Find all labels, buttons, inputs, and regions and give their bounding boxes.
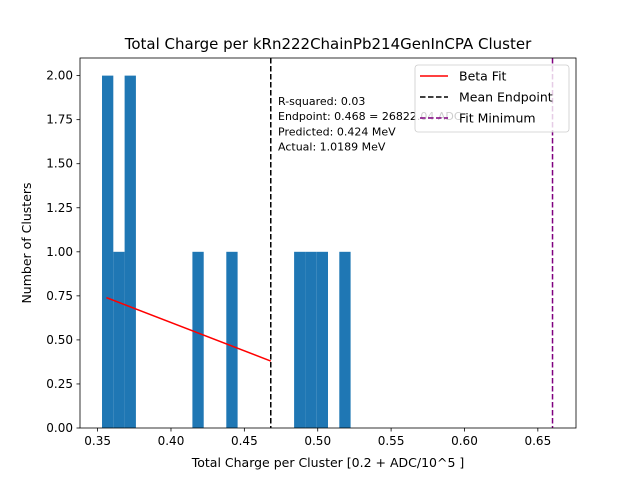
overlay-lines xyxy=(106,58,554,428)
legend-fit-minimum-label: Fit Minimum xyxy=(459,111,536,126)
x-tick-label: 0.40 xyxy=(158,434,185,448)
legend-box xyxy=(414,64,570,133)
histogram-bar-7 xyxy=(316,251,328,428)
x-axis-label: Total Charge per Cluster [0.2 + ADC/10^5… xyxy=(191,455,465,470)
plot-frame xyxy=(79,57,577,429)
legend-mean-endpoint-label: Mean Endpoint xyxy=(459,90,553,105)
y-tick-label: 2.00 xyxy=(46,69,73,83)
histogram-bar-6 xyxy=(305,251,317,428)
y-tick-label: 1.75 xyxy=(46,113,73,127)
y-tick-label: 0.50 xyxy=(46,333,73,347)
y-tick-label: 0.00 xyxy=(46,421,73,435)
histogram-bar-1 xyxy=(113,251,125,428)
y-tick-label: 1.50 xyxy=(46,157,73,171)
x-tick-label: 0.35 xyxy=(84,434,111,448)
chart-title: Total Charge per kRn222ChainPb214GenInCP… xyxy=(124,35,532,53)
annotation-line: R-squared: 0.03 xyxy=(278,95,365,108)
x-tick-label: 0.45 xyxy=(231,434,258,448)
y-tick-label: 1.25 xyxy=(46,201,73,215)
histogram-bar-2 xyxy=(124,75,136,428)
x-tick-label: 0.55 xyxy=(378,434,405,448)
y-tick-label: 0.75 xyxy=(46,289,73,303)
beta-fit-line xyxy=(106,296,272,362)
axes xyxy=(79,57,577,429)
y-tick-label: 1.00 xyxy=(46,245,73,259)
histogram-bar-0 xyxy=(102,75,114,428)
histogram-bars xyxy=(102,75,351,428)
legend-beta-fit-label: Beta Fit xyxy=(459,69,507,84)
x-tick-label: 0.60 xyxy=(451,434,478,448)
histogram-bar-8 xyxy=(339,251,351,428)
y-axis-label: Number of Clusters xyxy=(19,182,34,303)
x-tick-label: 0.65 xyxy=(524,434,551,448)
y-tick-label: 0.25 xyxy=(46,377,73,391)
annotation-line: Predicted: 0.424 MeV xyxy=(278,125,396,138)
histogram-bar-3 xyxy=(192,251,204,428)
y-ticks: 0.00 0.25 0.50 0.75 1.00 1.25 1.50 1.75 2.00 xyxy=(46,69,80,435)
annotation-line: Actual: 1.0189 MeV xyxy=(278,141,386,154)
x-tick-label: 0.50 xyxy=(304,434,331,448)
histogram-bar-4 xyxy=(226,251,238,428)
x-ticks: 0.35 0.40 0.45 0.50 0.55 0.60 0.65 xyxy=(84,428,551,448)
legend: Beta Fit Mean Endpoint Fit Minimum xyxy=(414,64,570,133)
histogram-bar-5 xyxy=(294,251,306,428)
